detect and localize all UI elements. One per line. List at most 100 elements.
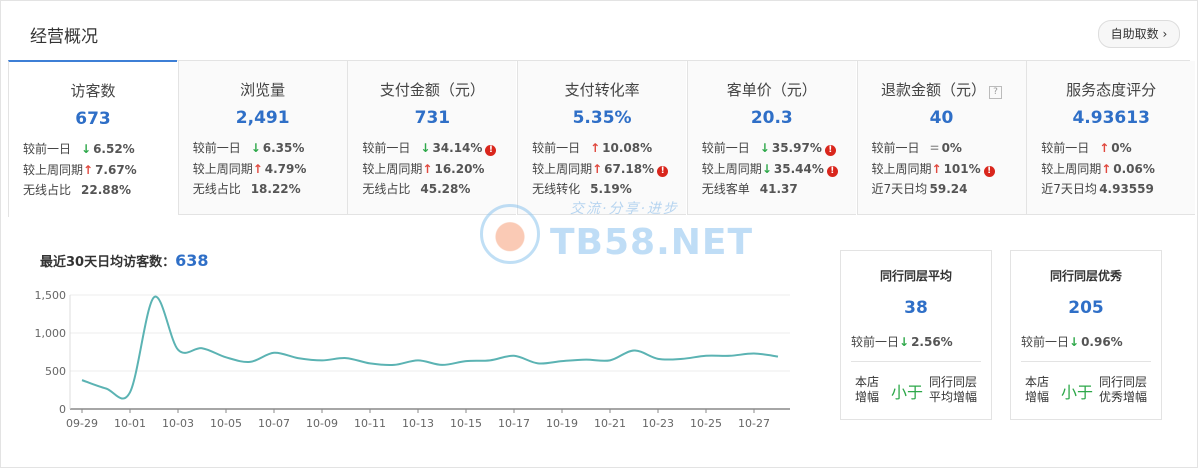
trend-arrow: ↓ xyxy=(250,141,261,155)
row-value: 6.35% xyxy=(262,141,305,155)
metric-row: 较前一日 ↑ 0% xyxy=(1041,139,1131,156)
x-tick-label: 10-05 xyxy=(210,417,242,430)
row-value: 2.56% xyxy=(911,335,953,349)
row-label: 较前一日 xyxy=(532,141,581,155)
metric-value: 20.3 xyxy=(750,108,793,128)
trend-arrow: ↑ xyxy=(83,162,94,177)
metric-row: 较前一日 = 0% xyxy=(872,139,962,156)
metric-row: 较前一日 ↓ 35.97%! xyxy=(702,139,836,156)
compare-value: 205 xyxy=(1068,298,1104,318)
metric-row: 无线占比 22.88% xyxy=(23,181,131,198)
export-button[interactable]: 自助取数 › xyxy=(1098,20,1180,48)
metric-title: 客单价（元） xyxy=(726,81,817,99)
row-label: 较前一日 xyxy=(1041,141,1090,155)
metric-row: 较前一日 ↓ 34.14%! xyxy=(362,139,497,156)
row-label: 较前一日 xyxy=(871,141,920,155)
metric-title: 退款金额（元） xyxy=(880,81,986,99)
alert-icon[interactable]: ! xyxy=(485,145,497,156)
metric-value: 731 xyxy=(414,108,451,128)
metric-tab[interactable]: 浏览量 2,491 较前一日 ↓ 6.35% 较上周同期↑ 4.79% 无线占比 18.22% xyxy=(177,61,347,215)
x-tick-label: 10-17 xyxy=(498,417,530,430)
row-value: 0.06% xyxy=(1113,161,1155,176)
metric-tab[interactable]: 访客数 673 较前一日 ↓ 6.52% 较上周同期↑ 7.67% 无线占比 22.88% xyxy=(8,60,177,217)
compare-box: 同行同层平均 38 较前一日↓ 2.56% 本店增幅 小于 同行同层平均增幅 xyxy=(840,250,992,420)
chart-average: 638 xyxy=(175,251,209,270)
compare-relation: 小于 xyxy=(891,383,924,402)
alert-icon[interactable]: ! xyxy=(826,165,838,177)
y-tick-label: 0 xyxy=(59,403,66,416)
trend-arrow: ↑ xyxy=(1101,161,1112,176)
y-tick-label: 1,500 xyxy=(35,289,67,302)
row-value: 4.93559 xyxy=(1099,182,1154,196)
metric-row: 近7天日均 4.93559 xyxy=(1041,180,1154,197)
y-tick-label: 1,000 xyxy=(35,327,67,340)
trend-arrow: ↑ xyxy=(931,161,942,176)
divider xyxy=(1021,361,1151,362)
watermark-logo xyxy=(480,204,540,264)
metric-tab[interactable]: 支付金额（元） 731 较前一日 ↓ 34.14%! 较上周同期↑ 16.20% 无线占比 45… xyxy=(347,61,517,215)
metric-row: 较前一日 ↓ 6.52% xyxy=(23,140,135,157)
row-label: 较前一日 xyxy=(851,335,900,349)
metric-tab[interactable]: 客单价（元） 20.3 较前一日 ↓ 35.97%! 较上周同期↓ 35.44%! 无线客单 4… xyxy=(686,61,856,215)
row-label: 较前一日 xyxy=(23,142,72,156)
row-value: 4.79% xyxy=(264,161,307,176)
metric-tab[interactable]: 退款金额（元）? 40 较前一日 = 0% 较上周同期↑ 101%! 近7天日均 59.24 xyxy=(856,61,1026,215)
trend-arrow: ↓ xyxy=(761,161,772,176)
metric-tab[interactable]: 服务态度评分 4.93613 较前一日 ↑ 0% 较上周同期↑ 0.06% 近7天日均 4.93… xyxy=(1026,61,1196,215)
trend-arrow: ↓ xyxy=(899,335,910,349)
row-label: 近7天日均 xyxy=(871,182,928,196)
trend-arrow: ↑ xyxy=(590,141,601,155)
metric-row: 较前一日 ↓ 6.35% xyxy=(193,139,305,156)
row-value: 18.22% xyxy=(250,182,301,196)
metric-title-wrap: 退款金额（元）? xyxy=(858,79,1026,100)
trend-arrow: ↓ xyxy=(81,142,92,156)
metric-row: 较上周同期↑ 4.79% xyxy=(193,160,307,177)
metric-title: 服务态度评分 xyxy=(1066,81,1157,99)
header-divider xyxy=(8,60,1190,61)
row-value: 6.52% xyxy=(93,142,135,156)
alert-icon[interactable]: ! xyxy=(824,145,836,156)
metric-value: 673 xyxy=(75,109,111,129)
x-tick-label: 10-15 xyxy=(450,417,482,430)
x-tick-label: 10-27 xyxy=(738,417,770,430)
trend-arrow: = xyxy=(929,141,940,155)
metric-value: 40 xyxy=(929,108,954,128)
metric-row: 较上周同期↑ 7.67% xyxy=(23,161,137,178)
row-value: 0% xyxy=(1111,141,1132,155)
metric-title-wrap: 支付金额（元） xyxy=(348,79,516,100)
metric-value: 2,491 xyxy=(235,108,290,128)
divider xyxy=(851,361,981,362)
metric-title-wrap: 浏览量 xyxy=(179,79,347,100)
row-label: 无线占比 xyxy=(362,182,411,196)
metric-title: 支付金额（元） xyxy=(379,81,485,99)
x-tick-label: 10-03 xyxy=(162,417,194,430)
row-label: 较前一日 xyxy=(701,141,750,155)
row-value: 16.20% xyxy=(434,161,485,176)
compare-right: 同行同层优秀增幅 xyxy=(1099,375,1148,404)
metric-title: 支付转化率 xyxy=(564,81,640,99)
row-value: 22.88% xyxy=(81,183,131,197)
chart-title-text: 最近30天日均访客数： xyxy=(40,255,176,270)
metric-row: 较前一日 ↑ 10.08% xyxy=(532,139,652,156)
y-tick-label: 500 xyxy=(45,365,66,378)
row-value: 0.96% xyxy=(1081,335,1123,349)
metric-row: 较上周同期↑ 0.06% xyxy=(1041,160,1155,177)
row-value: 41.37 xyxy=(759,182,798,196)
metric-row: 较上周同期↑ 101%! xyxy=(872,160,995,177)
x-tick-label: 10-23 xyxy=(642,417,674,430)
row-label: 较上周同期 xyxy=(192,161,253,176)
alert-icon[interactable]: ! xyxy=(983,165,995,177)
row-label: 较前一日 xyxy=(1021,335,1070,349)
compare-title: 同行同层平均 xyxy=(879,269,952,283)
row-label: 无线占比 xyxy=(23,183,72,197)
alert-icon[interactable]: ! xyxy=(657,165,669,177)
compare-row: 较前一日↓ 2.56% xyxy=(851,333,953,350)
metric-tab[interactable]: 支付转化率 5.35% 较前一日 ↑ 10.08% 较上周同期↑ 67.18%! 无线转化 5.… xyxy=(517,61,687,215)
row-label: 较上周同期 xyxy=(362,161,423,176)
x-tick-label: 10-13 xyxy=(402,417,434,430)
compare-left: 本店增幅 xyxy=(854,375,879,404)
button-label: 自助取数 xyxy=(1110,27,1159,41)
compare-right: 同行同层平均增幅 xyxy=(929,375,978,404)
help-icon[interactable]: ? xyxy=(989,86,1002,99)
metric-value: 4.93613 xyxy=(1072,108,1150,128)
